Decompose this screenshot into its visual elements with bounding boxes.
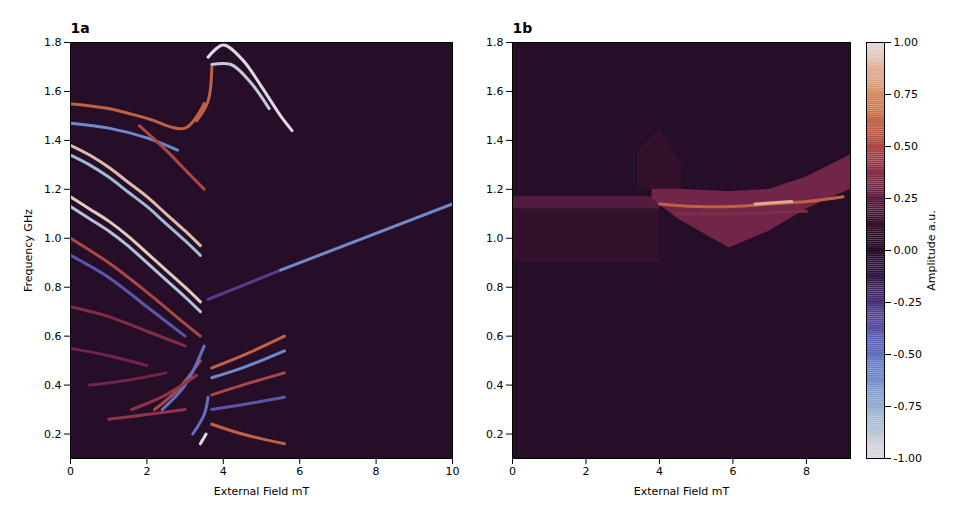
svg-text:1.6: 1.6 [44,85,62,98]
svg-text:0.4: 0.4 [44,379,62,392]
svg-text:1.0: 1.0 [486,232,504,245]
svg-text:1.8: 1.8 [486,36,504,49]
svg-text:0.6: 0.6 [44,330,62,343]
svg-text:Amplitude a.u.: Amplitude a.u. [925,210,938,291]
svg-text:2: 2 [582,465,589,478]
svg-text:1.00: 1.00 [894,36,919,49]
svg-text:4: 4 [656,465,663,478]
svg-text:1.2: 1.2 [44,183,62,196]
svg-text:2: 2 [143,465,150,478]
svg-text:1b: 1b [513,20,533,36]
svg-text:1.4: 1.4 [44,134,62,147]
svg-text:0.75: 0.75 [894,88,919,101]
svg-text:0.25: 0.25 [894,192,919,205]
svg-text:1.0: 1.0 [44,232,62,245]
svg-text:Frequency GHz: Frequency GHz [22,209,35,292]
svg-text:-1.00: -1.00 [894,452,922,465]
svg-text:0.50: 0.50 [894,140,919,153]
svg-text:1a: 1a [71,20,90,36]
svg-text:External Field mT: External Field mT [214,485,310,498]
svg-text:4: 4 [220,465,227,478]
svg-text:0: 0 [509,465,516,478]
svg-text:8: 8 [803,465,810,478]
svg-text:0.8: 0.8 [486,281,504,294]
svg-text:0.4: 0.4 [486,379,504,392]
svg-text:6: 6 [296,465,303,478]
svg-text:External Field mT: External Field mT [634,485,730,498]
svg-text:0.2: 0.2 [486,428,504,441]
svg-text:10: 10 [446,465,460,478]
svg-text:8: 8 [373,465,380,478]
svg-text:1.6: 1.6 [486,85,504,98]
svg-text:0.2: 0.2 [44,428,62,441]
svg-text:0: 0 [67,465,74,478]
svg-text:1.8: 1.8 [44,36,62,49]
svg-text:-0.25: -0.25 [894,296,922,309]
svg-text:6: 6 [729,465,736,478]
svg-text:1.4: 1.4 [486,134,504,147]
svg-text:-0.75: -0.75 [894,400,922,413]
svg-text:1.2: 1.2 [486,183,504,196]
svg-text:0.00: 0.00 [894,244,919,257]
svg-text:-0.50: -0.50 [894,348,922,361]
svg-text:0.6: 0.6 [486,330,504,343]
svg-text:0.8: 0.8 [44,281,62,294]
